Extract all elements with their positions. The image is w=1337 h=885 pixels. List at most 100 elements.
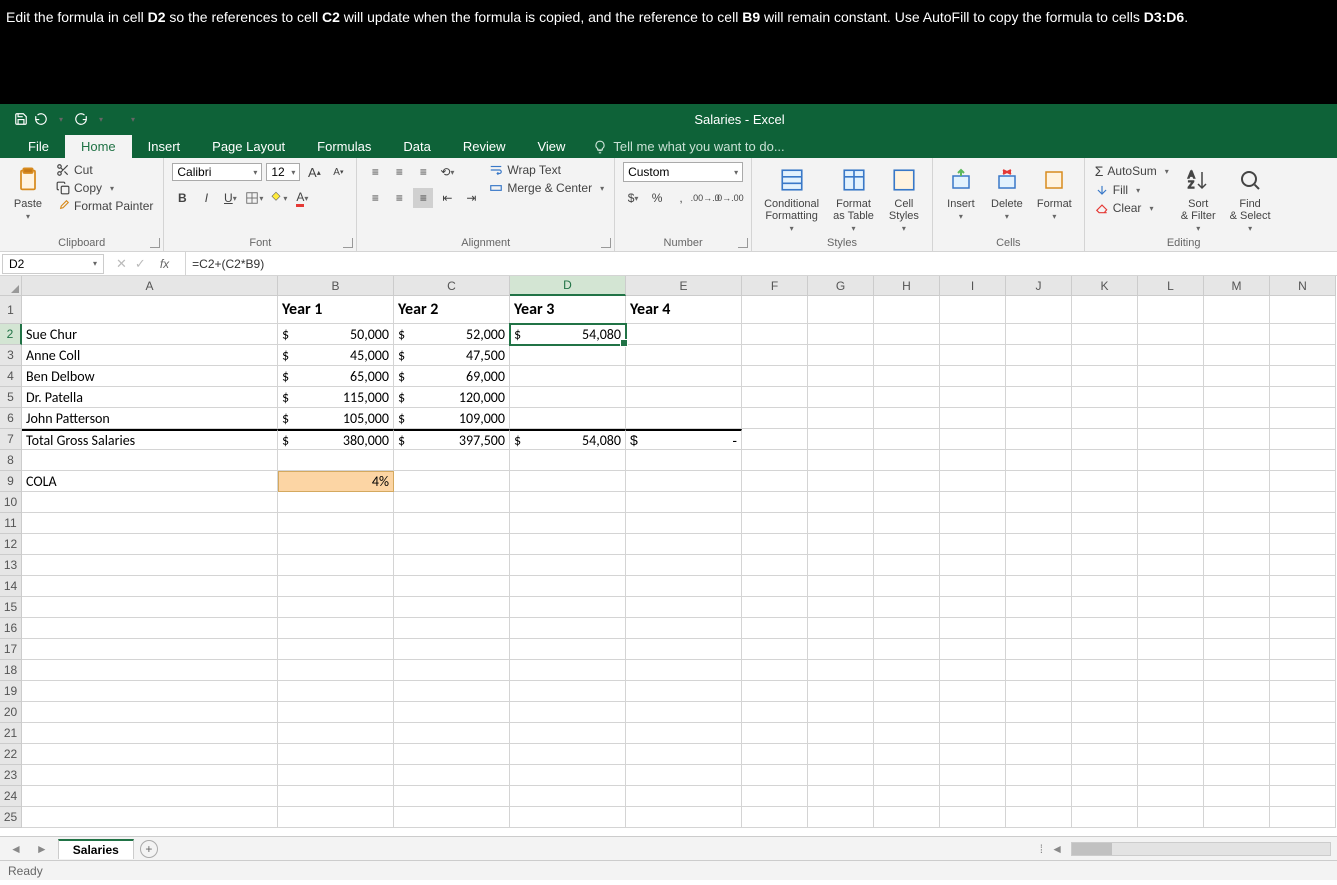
cell-B5[interactable]: 115,000 — [278, 387, 394, 408]
cell-J21[interactable] — [1006, 723, 1072, 744]
cell-J10[interactable] — [1006, 492, 1072, 513]
cell-E14[interactable] — [626, 576, 742, 597]
format-as-table-button[interactable]: Format as Table▾ — [829, 162, 878, 235]
cell-N2[interactable] — [1270, 324, 1336, 345]
cell-B14[interactable] — [278, 576, 394, 597]
cell-K6[interactable] — [1072, 408, 1138, 429]
qat-customize[interactable]: ▾ — [124, 110, 142, 128]
cell-D21[interactable] — [510, 723, 626, 744]
col-header-F[interactable]: F — [742, 276, 808, 296]
row-header-5[interactable]: 5 — [0, 387, 22, 408]
cell-F3[interactable] — [742, 345, 808, 366]
cell-M2[interactable] — [1204, 324, 1270, 345]
cell-A5[interactable]: Dr. Patella — [22, 387, 278, 408]
row-header-17[interactable]: 17 — [0, 639, 22, 660]
merge-center-button[interactable]: Merge & Center▾ — [487, 180, 606, 196]
cell-B13[interactable] — [278, 555, 394, 576]
cell-B7[interactable]: 380,000 — [278, 429, 394, 450]
col-header-I[interactable]: I — [940, 276, 1006, 296]
paste-button[interactable]: Paste ▾ — [8, 162, 48, 223]
cell-F22[interactable] — [742, 744, 808, 765]
cell-A1[interactable] — [22, 296, 278, 324]
font-color-button[interactable]: A▾ — [292, 188, 312, 208]
tab-data[interactable]: Data — [387, 135, 446, 158]
cell-K2[interactable] — [1072, 324, 1138, 345]
cell-C10[interactable] — [394, 492, 510, 513]
cell-M17[interactable] — [1204, 639, 1270, 660]
cell-B25[interactable] — [278, 807, 394, 828]
cell-H1[interactable] — [874, 296, 940, 324]
cell-L25[interactable] — [1138, 807, 1204, 828]
cell-F11[interactable] — [742, 513, 808, 534]
cell-M13[interactable] — [1204, 555, 1270, 576]
cell-D2[interactable]: 54,080 — [510, 324, 626, 345]
cell-M21[interactable] — [1204, 723, 1270, 744]
cell-N7[interactable] — [1270, 429, 1336, 450]
row-header-11[interactable]: 11 — [0, 513, 22, 534]
cell-B24[interactable] — [278, 786, 394, 807]
cell-C8[interactable] — [394, 450, 510, 471]
cell-F14[interactable] — [742, 576, 808, 597]
cell-A20[interactable] — [22, 702, 278, 723]
cell-L8[interactable] — [1138, 450, 1204, 471]
tab-insert[interactable]: Insert — [132, 135, 197, 158]
add-sheet-button[interactable]: + — [140, 840, 158, 858]
cell-C9[interactable] — [394, 471, 510, 492]
cell-I7[interactable] — [940, 429, 1006, 450]
cell-E13[interactable] — [626, 555, 742, 576]
cell-K20[interactable] — [1072, 702, 1138, 723]
cell-L16[interactable] — [1138, 618, 1204, 639]
cell-H25[interactable] — [874, 807, 940, 828]
cell-G10[interactable] — [808, 492, 874, 513]
row-header-23[interactable]: 23 — [0, 765, 22, 786]
cell-D5[interactable] — [510, 387, 626, 408]
wrap-text-button[interactable]: Wrap Text — [487, 162, 606, 178]
conditional-formatting-button[interactable]: Conditional Formatting▾ — [760, 162, 823, 235]
cell-G21[interactable] — [808, 723, 874, 744]
cell-F12[interactable] — [742, 534, 808, 555]
cell-N24[interactable] — [1270, 786, 1336, 807]
cell-A10[interactable] — [22, 492, 278, 513]
cell-F18[interactable] — [742, 660, 808, 681]
cell-N11[interactable] — [1270, 513, 1336, 534]
cell-M6[interactable] — [1204, 408, 1270, 429]
cell-F5[interactable] — [742, 387, 808, 408]
cell-E7[interactable]: $- — [626, 429, 742, 450]
cell-M22[interactable] — [1204, 744, 1270, 765]
cell-A12[interactable] — [22, 534, 278, 555]
cell-G23[interactable] — [808, 765, 874, 786]
cell-A22[interactable] — [22, 744, 278, 765]
cell-J4[interactable] — [1006, 366, 1072, 387]
cell-J13[interactable] — [1006, 555, 1072, 576]
cell-styles-button[interactable]: Cell Styles▾ — [884, 162, 924, 235]
cell-H9[interactable] — [874, 471, 940, 492]
cell-E23[interactable] — [626, 765, 742, 786]
cell-C11[interactable] — [394, 513, 510, 534]
cell-J18[interactable] — [1006, 660, 1072, 681]
cell-M15[interactable] — [1204, 597, 1270, 618]
cell-B10[interactable] — [278, 492, 394, 513]
cell-E17[interactable] — [626, 639, 742, 660]
cell-C2[interactable]: 52,000 — [394, 324, 510, 345]
cell-F25[interactable] — [742, 807, 808, 828]
font-dialog-launcher[interactable] — [343, 238, 353, 248]
cell-L5[interactable] — [1138, 387, 1204, 408]
cell-B16[interactable] — [278, 618, 394, 639]
cell-G6[interactable] — [808, 408, 874, 429]
cell-I5[interactable] — [940, 387, 1006, 408]
col-header-K[interactable]: K — [1072, 276, 1138, 296]
cell-E16[interactable] — [626, 618, 742, 639]
cell-H22[interactable] — [874, 744, 940, 765]
cell-J5[interactable] — [1006, 387, 1072, 408]
cell-D6[interactable] — [510, 408, 626, 429]
delete-cells-button[interactable]: Delete▾ — [987, 162, 1027, 223]
cell-H12[interactable] — [874, 534, 940, 555]
cell-C22[interactable] — [394, 744, 510, 765]
cell-B23[interactable] — [278, 765, 394, 786]
tab-formulas[interactable]: Formulas — [301, 135, 387, 158]
align-right-button[interactable]: ≡ — [413, 188, 433, 208]
col-header-N[interactable]: N — [1270, 276, 1336, 296]
cell-J14[interactable] — [1006, 576, 1072, 597]
cell-M23[interactable] — [1204, 765, 1270, 786]
increase-decimal-button[interactable]: .00→.0 — [695, 188, 715, 208]
